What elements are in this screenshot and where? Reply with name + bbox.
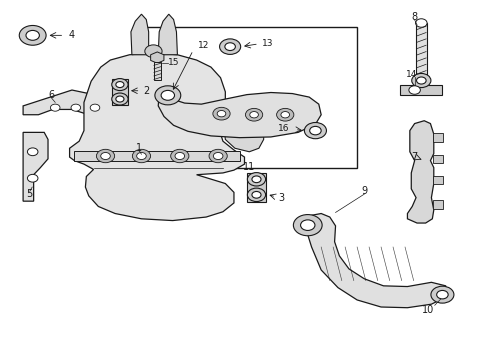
Circle shape (217, 111, 225, 117)
Bar (415, 23, 426, 85)
Circle shape (415, 19, 426, 27)
Circle shape (304, 122, 326, 139)
Circle shape (245, 108, 262, 121)
Polygon shape (23, 90, 117, 115)
Circle shape (71, 104, 81, 111)
Circle shape (208, 149, 227, 163)
Circle shape (247, 188, 265, 202)
Polygon shape (224, 121, 263, 152)
Bar (432, 201, 443, 209)
Circle shape (276, 108, 293, 121)
Circle shape (112, 93, 128, 105)
Circle shape (408, 86, 420, 94)
Polygon shape (23, 132, 48, 201)
Text: 3: 3 (277, 193, 284, 203)
Bar (399, 85, 442, 95)
Bar (247, 172, 265, 202)
Text: 1: 1 (136, 143, 142, 153)
Bar (112, 78, 128, 105)
Circle shape (293, 215, 322, 236)
Text: 8: 8 (410, 12, 416, 22)
Circle shape (416, 77, 425, 84)
Polygon shape (69, 53, 244, 221)
Text: 14: 14 (405, 70, 416, 79)
Text: 6: 6 (48, 90, 54, 100)
Text: 12: 12 (197, 41, 208, 50)
Circle shape (27, 148, 38, 156)
Bar (146, 27, 356, 168)
Circle shape (212, 107, 230, 120)
Circle shape (170, 149, 188, 163)
Text: 4: 4 (69, 30, 75, 40)
Text: 10: 10 (422, 305, 434, 315)
Circle shape (247, 172, 265, 186)
Bar (154, 62, 160, 80)
Bar (432, 154, 443, 163)
Circle shape (251, 176, 261, 183)
Circle shape (436, 291, 447, 299)
Text: 15: 15 (167, 58, 179, 67)
Circle shape (136, 153, 146, 159)
Circle shape (175, 153, 184, 159)
Text: 2: 2 (143, 86, 149, 96)
Circle shape (144, 45, 162, 58)
Text: 7: 7 (410, 152, 416, 162)
Circle shape (19, 26, 46, 45)
Text: 9: 9 (361, 186, 366, 196)
Polygon shape (158, 14, 177, 55)
Polygon shape (407, 121, 433, 223)
Circle shape (90, 104, 100, 111)
Circle shape (101, 153, 110, 159)
Circle shape (251, 192, 261, 198)
Polygon shape (304, 213, 445, 308)
Circle shape (50, 104, 60, 111)
Text: 16: 16 (278, 124, 289, 133)
Circle shape (155, 86, 181, 105)
Circle shape (309, 126, 321, 135)
Polygon shape (158, 88, 321, 138)
Circle shape (280, 112, 289, 118)
Text: 13: 13 (261, 39, 273, 48)
Bar (74, 151, 239, 161)
Circle shape (219, 39, 240, 54)
Circle shape (161, 90, 174, 100)
Circle shape (224, 43, 235, 50)
Circle shape (112, 78, 128, 91)
Circle shape (430, 286, 453, 303)
Circle shape (27, 174, 38, 182)
Circle shape (249, 112, 258, 118)
Bar (432, 176, 443, 184)
Circle shape (116, 96, 124, 102)
Circle shape (213, 153, 223, 159)
Bar (432, 134, 443, 142)
Circle shape (116, 82, 124, 87)
Circle shape (132, 149, 150, 163)
Circle shape (300, 220, 314, 230)
Circle shape (411, 73, 430, 87)
Polygon shape (131, 14, 148, 55)
Text: 11: 11 (243, 162, 255, 172)
Text: 5: 5 (26, 189, 32, 199)
Circle shape (26, 30, 40, 40)
Circle shape (96, 149, 114, 163)
